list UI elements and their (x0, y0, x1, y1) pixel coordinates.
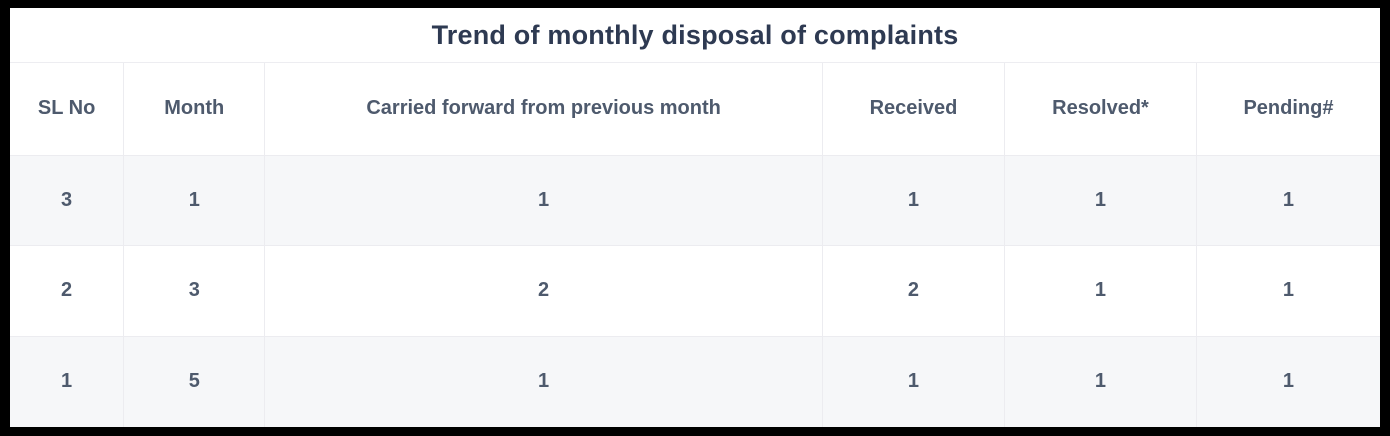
cell-pending: 1 (1195, 154, 1380, 246)
complaints-table-panel: Trend of monthly disposal of complaints … (10, 8, 1380, 427)
cell-pending: 1 (1195, 335, 1380, 427)
cell-received: 1 (821, 335, 1005, 427)
column-header-resolved: Resolved* (1004, 63, 1197, 155)
cell-resolved: 1 (1004, 245, 1197, 337)
cell-sl-no: 3 (10, 154, 124, 246)
cell-received: 1 (821, 154, 1005, 246)
cell-sl-no: 2 (10, 245, 124, 337)
cell-month: 3 (123, 245, 265, 337)
cell-carried-forward: 2 (264, 245, 823, 337)
column-header-sl-no: SL No (10, 63, 124, 155)
header-row: SL No Month Carried forward from previous … (10, 63, 1380, 155)
column-header-month: Month (123, 63, 265, 155)
cell-month: 1 (123, 154, 265, 246)
cell-received: 2 (821, 245, 1005, 337)
monthly-disposal-table: SL No Month Carried forward from previous … (10, 63, 1380, 427)
cell-carried-forward: 1 (264, 154, 823, 246)
column-header-pending: Pending# (1195, 63, 1380, 155)
column-header-carried-forward: Carried forward from previous month (264, 63, 823, 155)
table-title-band: Trend of monthly disposal of complaints (10, 8, 1380, 63)
cell-pending: 1 (1195, 245, 1380, 337)
column-header-received: Received (821, 63, 1005, 155)
cell-resolved: 1 (1004, 335, 1197, 427)
table-title: Trend of monthly disposal of complaints (431, 19, 959, 50)
cell-month: 5 (123, 335, 265, 427)
cell-sl-no: 1 (10, 335, 124, 427)
cell-resolved: 1 (1004, 154, 1197, 246)
cell-carried-forward: 1 (264, 335, 823, 427)
